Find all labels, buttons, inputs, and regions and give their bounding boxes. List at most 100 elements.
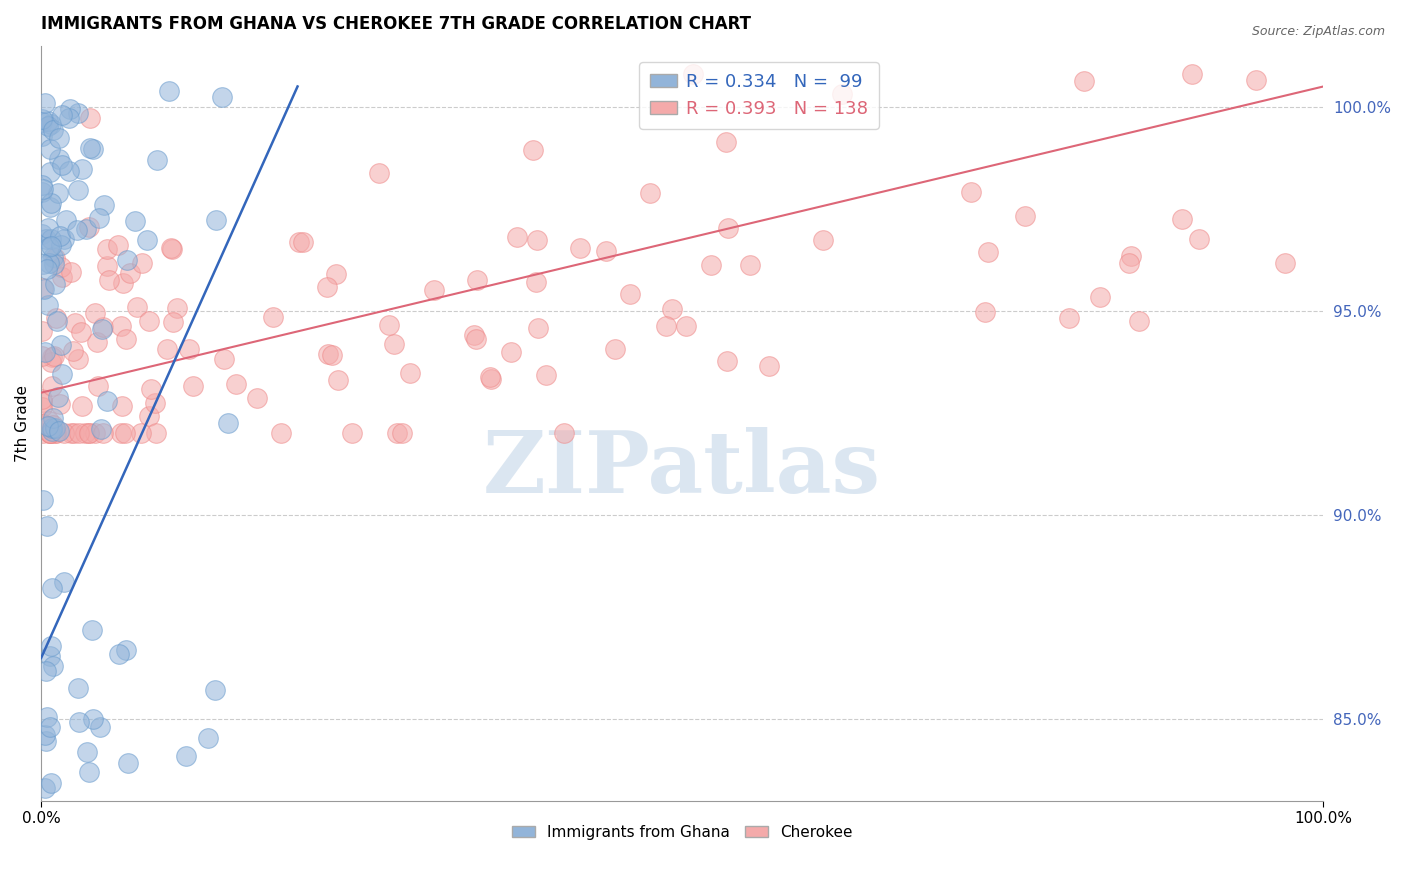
Point [1274,256,1296,270]
Point [41,378,63,392]
Point [87,379,110,393]
Point [44,277,66,292]
Point [39,640,62,654]
Point [35,261,58,276]
Point [35,665,58,679]
Point [37,114,59,128]
Point [58,163,80,178]
Point [39,649,62,664]
Point [463,327,485,342]
Point [82,142,104,156]
Point [654,319,676,334]
Point [118,267,141,281]
Point [595,244,617,259]
Point [212,351,235,366]
Point [31,115,53,129]
Point [52,426,75,441]
Point [139,382,162,396]
Point [738,258,761,272]
Point [42,410,65,425]
Point [41,251,63,265]
Point [110,426,132,441]
Point [69,715,91,730]
Point [60,426,83,441]
Point [59,265,82,279]
Point [262,310,284,324]
Point [42,658,65,673]
Point [159,241,181,255]
Point [77,426,100,441]
Point [831,87,853,102]
Point [569,241,592,255]
Point [959,185,981,199]
Point [55,212,77,227]
Point [35,709,58,723]
Point [93,320,115,334]
Point [83,426,105,441]
Point [32,182,55,196]
Point [32,418,55,433]
Point [536,368,558,383]
Point [1073,73,1095,87]
Point [111,276,134,290]
Point [34,781,56,796]
Point [31,400,53,414]
Point [143,396,166,410]
Point [385,426,408,441]
Point [38,414,60,428]
Point [91,322,114,336]
Point [51,269,73,284]
Point [35,733,58,747]
Point [974,305,997,319]
Text: Source: ZipAtlas.com: Source: ZipAtlas.com [1251,25,1385,38]
Point [41,424,63,438]
Point [39,232,62,246]
Point [89,720,111,734]
Point [66,105,89,120]
Point [37,418,59,433]
Point [114,426,136,441]
Point [70,325,93,339]
Point [42,418,65,433]
Point [1119,249,1142,263]
Point [42,349,65,363]
Point [79,219,101,234]
Point [524,276,547,290]
Point [97,273,120,287]
Point [67,183,90,197]
Point [32,426,55,441]
Point [53,232,76,246]
Point [125,300,148,314]
Point [59,102,82,116]
Point [38,256,60,270]
Point [526,321,548,335]
Legend: Immigrants from Ghana, Cherokee: Immigrants from Ghana, Cherokee [506,819,859,847]
Point [1057,310,1080,325]
Point [382,337,405,351]
Point [39,776,62,790]
Point [37,220,59,235]
Point [41,420,63,434]
Point [87,211,110,226]
Point [399,367,422,381]
Point [526,233,548,247]
Point [340,425,363,440]
Point [82,712,104,726]
Point [1118,256,1140,270]
Point [79,112,101,126]
Point [465,332,488,346]
Point [115,252,138,267]
Point [86,334,108,349]
Point [1171,212,1194,227]
Point [288,235,311,249]
Point [124,214,146,228]
Point [377,318,399,332]
Point [32,281,55,295]
Point [1090,289,1112,303]
Point [75,426,97,441]
Point [44,421,66,435]
Point [32,282,55,296]
Point [39,196,62,211]
Point [217,416,239,430]
Point [38,240,60,254]
